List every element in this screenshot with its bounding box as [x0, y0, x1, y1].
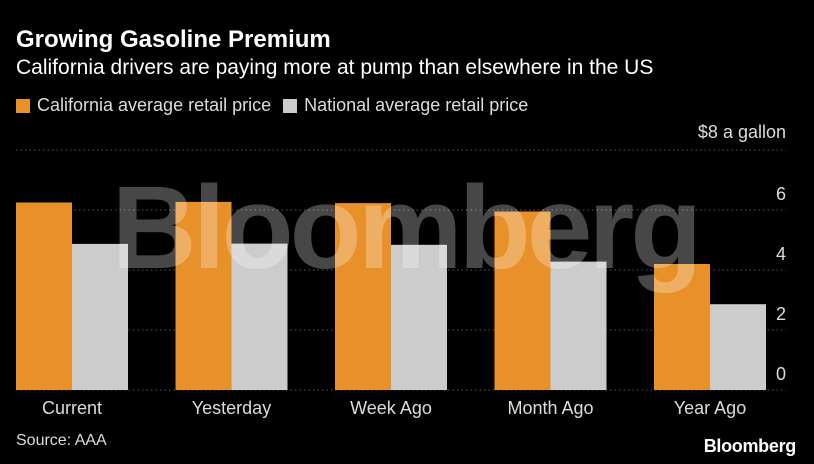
bar-national — [72, 243, 128, 390]
x-tick-label: Year Ago — [674, 398, 746, 418]
x-tick-label: Yesterday — [192, 398, 271, 418]
y-tick-label: 6 — [776, 184, 786, 204]
y-tick-label: 4 — [776, 244, 786, 264]
y-axis-unit-label: $8 a gallon — [697, 122, 786, 142]
brand-logo: Bloomberg — [703, 436, 797, 456]
chart-title: Growing Gasoline Premium — [16, 26, 331, 53]
bar-california — [494, 211, 551, 390]
y-tick-label: 2 — [776, 304, 786, 324]
legend: California average retail price National… — [16, 95, 540, 116]
legend-item-national: National average retail price — [283, 95, 528, 116]
legend-label-national: National average retail price — [304, 95, 529, 115]
bar-california — [335, 203, 391, 390]
legend-swatch-california — [16, 98, 30, 113]
legend-label-california: California average retail price — [37, 95, 272, 115]
chart-subtitle: California drivers are paying more at pu… — [16, 56, 654, 79]
bar-california — [16, 202, 72, 390]
x-tick-label: Week Ago — [350, 398, 432, 418]
bar-california — [175, 201, 232, 390]
bar-california — [654, 264, 710, 390]
bar-national — [550, 261, 607, 390]
x-tick-label: Current — [42, 398, 102, 418]
x-tick-label: Month Ago — [507, 398, 593, 418]
legend-swatch-national — [283, 98, 298, 113]
bar-national — [231, 243, 288, 390]
legend-item-california: California average retail price — [16, 95, 271, 116]
bloomberg-watermark: Bloomberg — [112, 162, 699, 294]
bar-national — [710, 304, 766, 390]
source-note: Source: AAA — [16, 432, 107, 449]
y-tick-label: 0 — [776, 364, 786, 384]
bar-national — [391, 244, 447, 390]
